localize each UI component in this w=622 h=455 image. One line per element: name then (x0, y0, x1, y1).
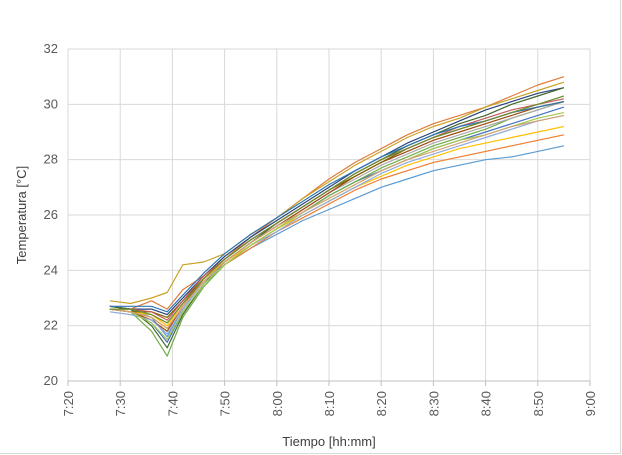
y-tick-labels: 20 22 24 26 28 30 32 (44, 41, 58, 388)
x-tick-label: 8:20 (374, 391, 389, 416)
x-tick-label: 8:50 (531, 391, 546, 416)
y-tick-label: 32 (44, 41, 58, 56)
x-tick-label: 7:30 (113, 391, 128, 416)
y-tick-label: 28 (44, 152, 58, 167)
series-line-9 (109, 134, 565, 329)
y-tick-label: 22 (44, 318, 58, 333)
x-tick-label: 8:00 (270, 391, 285, 416)
series-line-18 (109, 95, 565, 324)
grid-lines (67, 48, 591, 382)
series-line-17 (109, 114, 565, 329)
x-tick-labels: 7:20 7:30 7:40 7:50 8:00 8:10 8:20 8:30 8:40 8:50… (61, 391, 598, 416)
y-tick-label: 20 (44, 373, 58, 388)
series-lines (109, 76, 565, 357)
series-line-13 (109, 114, 565, 335)
x-tick-label: 8:10 (322, 391, 337, 416)
x-tick-label: 7:20 (61, 391, 76, 416)
series-line-7 (109, 87, 565, 316)
y-tick-label: 24 (44, 262, 58, 277)
x-axis-title: Tiempo [hh:mm] (282, 434, 375, 449)
x-tick-label: 8:30 (426, 391, 441, 416)
x-tick-label: 8:40 (479, 391, 494, 416)
y-tick-label: 30 (44, 96, 58, 111)
series-line-5 (109, 145, 565, 338)
x-tick-label: 9:00 (583, 391, 598, 416)
series-line-2 (109, 81, 565, 305)
series-line-8 (109, 101, 565, 332)
x-tick-label: 7:40 (165, 391, 180, 416)
axes (67, 380, 591, 386)
x-tick-label: 7:50 (218, 391, 233, 416)
y-axis-title: Temperatura [°C] (14, 166, 29, 264)
series-line-4 (109, 101, 565, 357)
y-tick-label: 26 (44, 207, 58, 222)
